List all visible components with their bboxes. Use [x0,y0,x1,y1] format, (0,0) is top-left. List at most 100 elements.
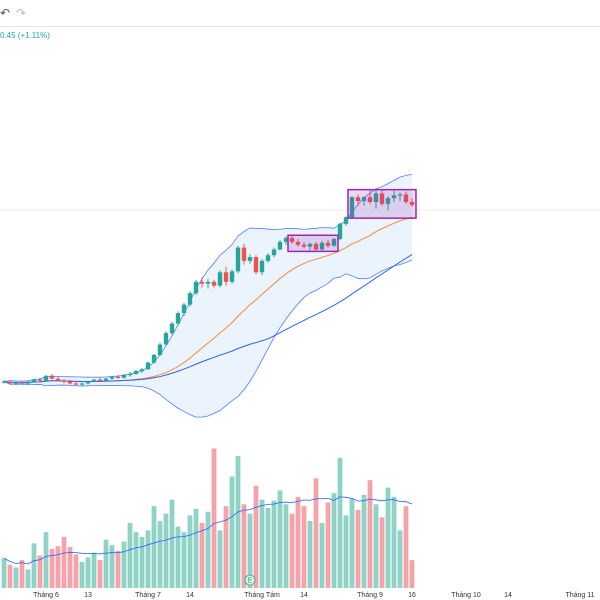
volume-bar [175,526,181,588]
volume-bar [277,490,283,588]
candle-body [25,381,31,384]
volume-bar [55,546,61,588]
volume-bar [379,517,385,588]
candle-body [67,381,73,384]
candle-body [97,379,103,381]
volume-bar [259,499,265,588]
volume-ma-line [3,496,413,565]
candle-body [217,272,223,286]
event-marker [244,574,256,586]
candle-body [127,373,133,376]
candle-body [199,281,205,284]
candle-body [133,371,139,374]
candle-body [79,383,85,385]
candle-body [259,260,265,273]
candle-body [295,241,301,245]
volume-bar [19,560,25,588]
volume-bar [397,530,403,588]
candle-body [325,242,331,246]
x-tick-label: 14 [186,592,194,599]
candle-body [385,198,391,204]
volume-bar [163,513,169,588]
band-lower [3,259,413,418]
volume-bars [1,448,415,588]
candle-body [49,375,55,379]
candle-body [109,376,115,379]
candle-body [343,217,349,224]
volume-bar [385,487,391,588]
candle-body [241,247,247,261]
candle-body [31,379,37,382]
candle-body [139,369,145,372]
highlight-box [347,188,417,219]
moving-averages [3,216,413,384]
volume-bar [121,541,127,588]
candle-body [145,362,151,370]
candle-body [55,378,61,381]
volume-bar [7,564,13,588]
candle-body [379,193,385,204]
volume-bar [187,515,193,588]
volume-bar [271,500,277,588]
candle-body [91,379,97,382]
candle-body [181,304,187,314]
candle-body [115,376,121,378]
volume-bar [241,504,247,588]
highlight-box [287,234,339,253]
volume-bar [85,557,91,588]
candle-body [169,323,175,334]
redo-icon[interactable]: ↷ [16,6,27,20]
volume-bar [301,506,307,588]
volume-bar [295,496,301,588]
volume-ma [3,496,413,565]
x-tick-label: Tháng 10 [451,592,481,599]
toolbar: ↶ ↷ [0,0,600,27]
volume-bar [313,478,319,588]
candle-body [43,375,49,381]
volume-bar [229,476,235,588]
candle-body [175,313,181,324]
candle-body [187,293,193,305]
x-tick-label: Tháng 7 [135,592,161,599]
volume-bar [307,521,313,588]
volume-bar [103,539,109,588]
candle-body [235,247,241,272]
x-tick-label: 13 [84,592,92,599]
candle-body [397,194,403,196]
volume-bar [361,495,367,588]
volume-bar [25,569,31,588]
candle-body [37,379,43,381]
candle-body [337,223,343,240]
volume-bar [403,506,409,588]
price-change: 0.45 (+1.11%) [0,31,50,40]
volume-bar [205,511,211,588]
volume-bar [13,567,19,588]
candle-body [313,243,319,250]
volume-bar [367,480,373,588]
candle-body [271,249,277,256]
volume-bar [115,550,121,588]
candle-body [301,244,307,247]
x-tick-label: Tháng Tám [244,592,280,599]
candle-body [163,333,169,345]
candle-body [211,281,217,286]
candle-body [331,239,337,246]
volume-bar [193,508,199,588]
volume-bar [211,448,217,588]
volume-bar [247,513,253,588]
volume-bar [325,502,331,588]
volume-bar [109,545,115,588]
undo-icon[interactable]: ↶ [0,6,11,20]
volume-bar [169,499,175,588]
volume-bar [223,506,229,588]
candle-body [265,255,271,261]
volume-bar [235,455,241,588]
volume-bar [181,532,187,588]
volume-bar [43,532,49,588]
candle-body [205,281,211,284]
candles [1,189,415,387]
volume-bar [343,515,349,588]
candle-body [289,238,295,242]
candle-body [391,195,397,199]
